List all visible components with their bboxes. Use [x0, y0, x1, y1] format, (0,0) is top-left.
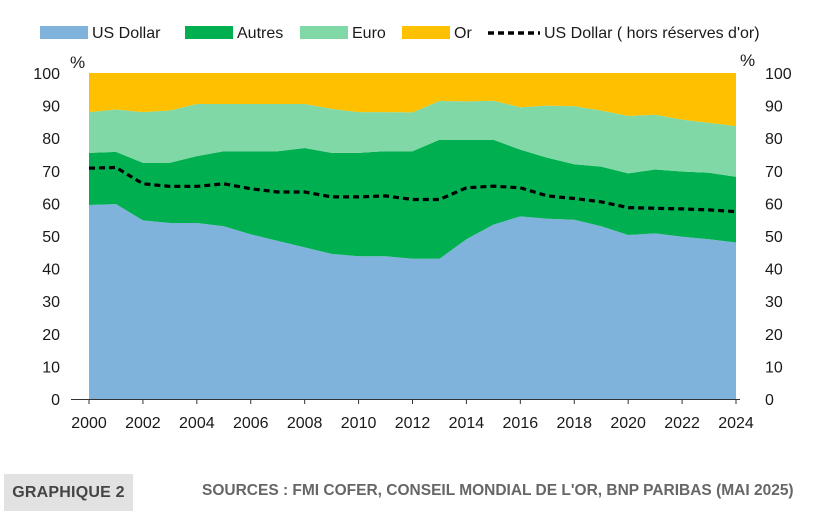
- y-tick-label-left: 90: [42, 99, 60, 116]
- x-tick-label: 2012: [395, 415, 431, 432]
- legend-label-euro: Euro: [352, 25, 386, 42]
- area-euro: [89, 100, 736, 177]
- x-tick-label: 2016: [503, 415, 539, 432]
- reserves-chart: US Dollar Autres Euro Or US Dollar ( hors ré…: [33, 25, 792, 432]
- y-tick-label-left: 0: [51, 392, 60, 409]
- y-tick-label-left: 50: [42, 229, 60, 246]
- x-tick-label: 2006: [233, 415, 269, 432]
- stacked-areas: [89, 73, 736, 399]
- y-tick-label-right: 60: [765, 196, 783, 213]
- y-tick-label-left: 60: [42, 196, 60, 213]
- left-y-axis: 0 10 20 30 40 50 60 70 80 90 100: [33, 66, 60, 409]
- x-tick-label: 2008: [287, 415, 323, 432]
- y-tick-label-right: 20: [765, 327, 783, 344]
- chart-legend: US Dollar Autres Euro Or US Dollar ( hors ré…: [40, 25, 760, 42]
- area-or: [89, 73, 736, 127]
- x-tick-label: 2002: [125, 415, 161, 432]
- x-tick-label: 2018: [556, 415, 592, 432]
- y-tick-label-left: 30: [42, 294, 60, 311]
- x-axis: 2000 2002 2004 2006 2008 2010 2012 2014 2016 2018…: [71, 399, 754, 432]
- right-axis-unit: %: [740, 51, 755, 70]
- legend-swatch-euro: [300, 26, 348, 39]
- dashed-line-layer: [88, 165, 737, 214]
- sources-note: SOURCES : FMI COFER, CONSEIL MONDIAL DE …: [202, 482, 794, 499]
- x-tick-label: 2022: [664, 415, 700, 432]
- left-axis-unit: %: [70, 53, 85, 72]
- x-tick-label: 2004: [179, 415, 215, 432]
- legend-swatch-or: [402, 26, 450, 39]
- x-tick-label: 2020: [610, 415, 646, 432]
- y-tick-label-right: 70: [765, 164, 783, 181]
- legend-label-or: Or: [454, 25, 472, 42]
- area-autres: [89, 139, 736, 259]
- right-y-axis: 0 10 20 30 40 50 60 70 80 90 100: [765, 66, 792, 409]
- y-tick-label-left: 100: [33, 66, 60, 83]
- x-tick-label: 2024: [718, 415, 754, 432]
- x-tick-label: 2000: [71, 415, 107, 432]
- y-tick-label-left: 10: [42, 359, 60, 376]
- chart-number-tag: GRAPHIQUE 2: [4, 474, 133, 511]
- x-tick-label: 2010: [341, 415, 377, 432]
- y-tick-label-right: 0: [765, 392, 774, 409]
- legend-swatch-autres: [185, 26, 233, 39]
- y-tick-label-right: 10: [765, 359, 783, 376]
- y-tick-label-right: 80: [765, 131, 783, 148]
- y-tick-label-left: 40: [42, 262, 60, 279]
- y-tick-label-right: 100: [765, 66, 792, 83]
- y-tick-label-left: 70: [42, 164, 60, 181]
- legend-label-autres: Autres: [237, 25, 283, 42]
- legend-label-us-dollar: US Dollar: [92, 25, 161, 42]
- y-tick-label-left: 20: [42, 327, 60, 344]
- y-tick-label-right: 30: [765, 294, 783, 311]
- x-tick-label: 2014: [449, 415, 485, 432]
- y-tick-label-left: 80: [42, 131, 60, 148]
- legend-swatch-us-dollar: [40, 26, 88, 39]
- y-tick-label-right: 90: [765, 99, 783, 116]
- area-us-dollar: [89, 204, 736, 399]
- legend-label-us-dollar-hors-r-serves-d-or: US Dollar ( hors réserves d'or): [544, 25, 760, 42]
- y-tick-label-right: 40: [765, 262, 783, 279]
- y-tick-label-right: 50: [765, 229, 783, 246]
- line-us-dollar-hors-or: [88, 165, 737, 214]
